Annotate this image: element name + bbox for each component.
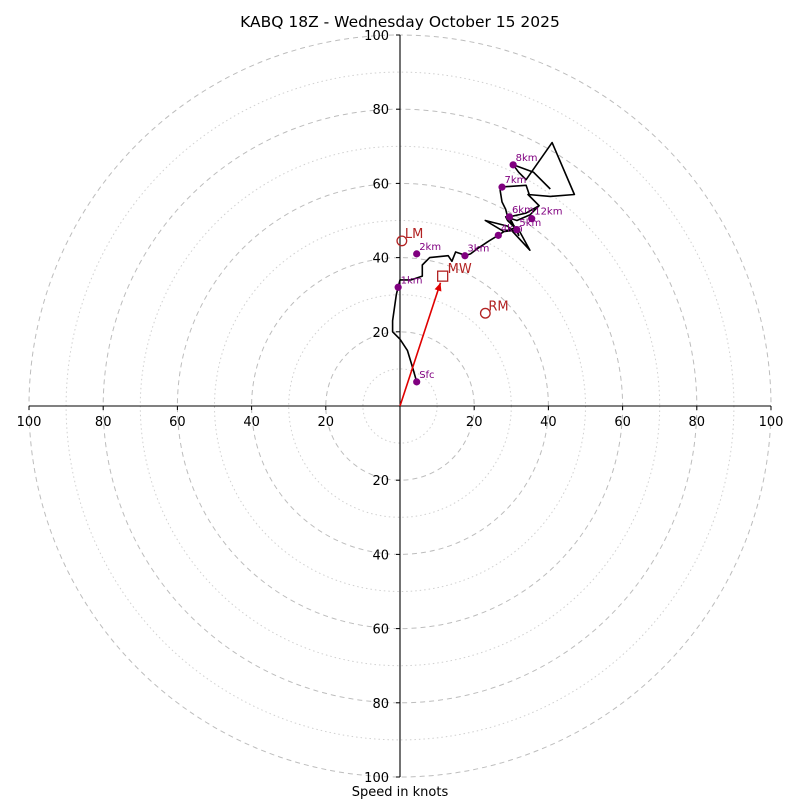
height-marker-5km <box>513 226 521 234</box>
x-tick-label-20: 20 <box>466 415 483 430</box>
height-label-3km: 3km <box>467 244 489 255</box>
height-label-5km: 5km <box>519 218 541 229</box>
height-label-6km: 6km <box>512 205 534 216</box>
x-tick-label-60: 60 <box>614 415 631 430</box>
x-tick-label--80: 80 <box>95 415 112 430</box>
right-mover-marker <box>479 307 491 319</box>
mean-wind-label: MW <box>448 262 472 277</box>
height-marker-4km <box>494 231 502 239</box>
y-tick-label-80: 80 <box>372 103 389 118</box>
height-marker-3km <box>461 252 469 260</box>
left-mover-label: LM <box>405 227 423 242</box>
height-marker-8km <box>509 161 517 169</box>
y-tick-label-60: 60 <box>372 177 389 192</box>
y-tick-label--100: 100 <box>364 771 389 786</box>
height-label-8km: 8km <box>516 153 538 164</box>
left-mover-marker <box>396 235 408 247</box>
height-label-7km: 7km <box>505 175 527 186</box>
x-tick-label-40: 40 <box>540 415 557 430</box>
storm-motion-group: LM RM MW <box>396 227 509 407</box>
x-axis-label: Speed in knots <box>352 785 449 800</box>
y-tick-label--20: 20 <box>372 474 389 489</box>
y-tick-label-20: 20 <box>372 326 389 341</box>
height-label-4km: 4km <box>501 223 523 234</box>
mean-wind-arrow-head <box>434 282 442 292</box>
x-tick-label--100: 100 <box>17 415 42 430</box>
height-label-1km: 1km <box>401 275 423 286</box>
y-tick-label-100: 100 <box>364 29 389 44</box>
right-mover-label: RM <box>488 299 508 314</box>
height-marker-12km <box>528 215 536 223</box>
height-label-2km: 2km <box>419 242 441 253</box>
height-label-12km: 12km <box>534 207 562 218</box>
x-tick-label--40: 40 <box>243 415 260 430</box>
chart-title: KABQ 18Z - Wednesday October 15 2025 <box>240 13 560 31</box>
x-tick-label--20: 20 <box>318 415 335 430</box>
hodograph-trace-group <box>391 141 576 383</box>
hodograph-trace-line <box>391 141 576 383</box>
mean-wind-arrow-shaft <box>399 282 442 407</box>
tick-labels: 20 20 20 20 40 40 40 40 60 60 60 60 80 80 80 80 100 100 10… <box>17 29 784 786</box>
height-marker-7km <box>498 183 506 191</box>
height-marker-1km <box>394 283 402 291</box>
mean-wind-marker <box>437 270 449 282</box>
y-tick-label--60: 60 <box>372 623 389 638</box>
y-tick-label--80: 80 <box>372 697 389 712</box>
x-tick-label-80: 80 <box>689 415 706 430</box>
height-marker-2km <box>413 250 421 258</box>
y-tick-label--40: 40 <box>372 548 389 563</box>
height-marker-Sfc <box>413 378 421 386</box>
height-marker-6km <box>505 213 514 221</box>
y-tick-label-40: 40 <box>372 252 389 267</box>
x-tick-label--60: 60 <box>169 415 186 430</box>
height-label-Sfc: Sfc <box>419 370 434 381</box>
x-tick-label-100: 100 <box>759 415 784 430</box>
